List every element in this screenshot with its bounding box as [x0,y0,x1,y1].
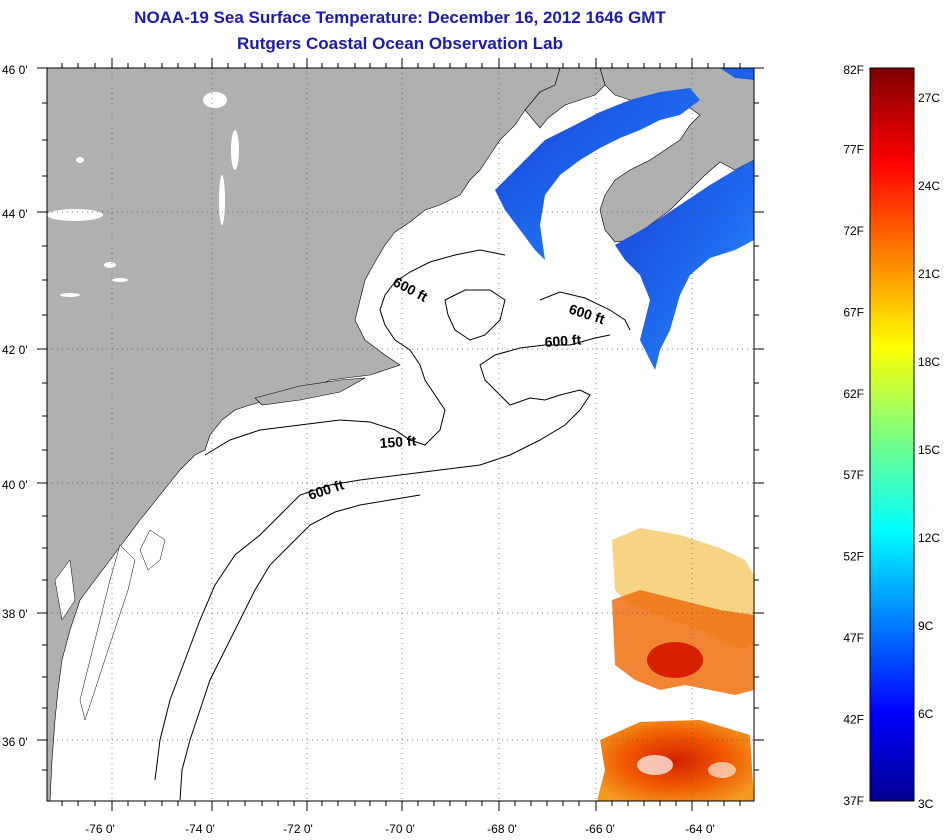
colorbar-c-label: 9C [918,619,934,633]
bathymetry-contours [154,249,631,801]
map-title: NOAA-19 Sea Surface Temperature: Decembe… [134,8,666,27]
lon-label: -64 0' [685,822,715,836]
colorbar-c-label: 12C [918,531,940,545]
colorbar-c-label: 6C [918,707,934,721]
map-frame [46,67,755,802]
colorbar-f-label: 52F [843,550,864,564]
lon-label: -70 0' [385,822,415,836]
lon-label: -72 0' [283,822,313,836]
colorbar-f-label: 42F [843,713,864,727]
lon-label: -66 0' [585,822,615,836]
lat-label: 46 0' [2,63,28,77]
colorbar-f-label: 72F [843,224,864,238]
latitude-labels: 46 0' 44 0' 42 0' 40 0' 38 0' 36 0' [2,63,28,749]
colorbar-c-label: 24C [918,179,940,193]
lat-label: 40 0' [2,478,28,492]
colorbar-gradient [869,67,915,802]
colorbar-f-label: 62F [843,387,864,401]
colorbar-c-label: 3C [918,797,934,811]
colorbar-f-label: 37F [843,794,864,808]
land-mass [46,67,755,802]
colorbar-f-label: 67F [843,305,864,319]
colorbar-f-label: 47F [843,631,864,645]
colorbar-f-label: 77F [843,142,864,156]
land-lakes [47,92,239,297]
lat-label: 38 0' [2,607,28,621]
sst-cold-swath [495,68,754,370]
longitude-labels: -76 0' -74 0' -72 0' -70 0' -68 0' -66 0… [85,822,715,836]
colorbar-c-label: 15C [918,443,940,457]
lat-label: 44 0' [2,207,28,221]
axis-ticks [37,58,764,811]
colorbar-f-label: 82F [843,63,864,77]
sst-warm-eddies [597,528,754,801]
map-subtitle: Rutgers Coastal Ocean Observation Lab [237,34,563,53]
lon-label: -74 0' [185,822,215,836]
colorbar-c-label: 21C [918,267,940,281]
lon-label: -76 0' [85,822,115,836]
depth-label: 600 ft [544,331,582,350]
lon-label: -68 0' [487,822,517,836]
colorbar-f-label: 57F [843,468,864,482]
depth-label: 150 ft [379,432,417,451]
lat-label: 42 0' [2,343,28,357]
colorbar-c-label: 27C [918,91,940,105]
colorbar-c-label: 18C [918,355,940,369]
bays [54,529,166,721]
graticule [47,68,754,801]
lat-label: 36 0' [2,735,28,749]
